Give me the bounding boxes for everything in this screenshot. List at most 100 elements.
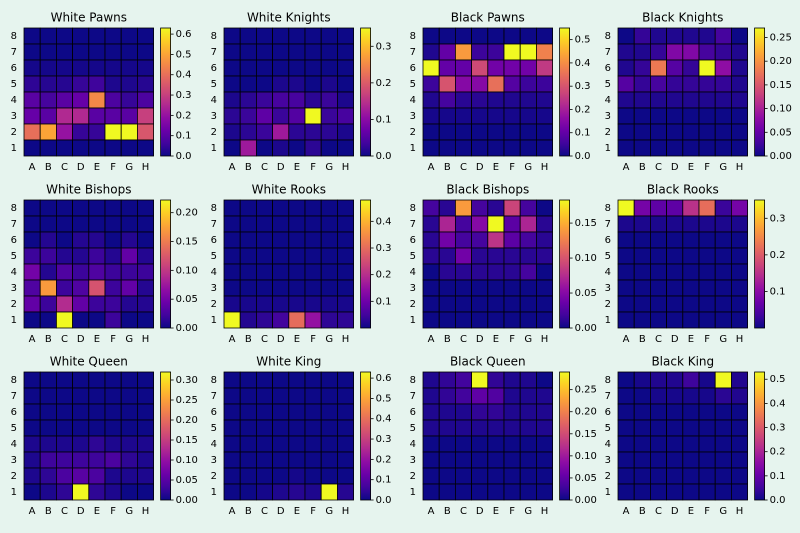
heatmap-cell bbox=[617, 483, 635, 501]
chart-title: Black Knights bbox=[642, 11, 723, 25]
heatmap-cell bbox=[714, 107, 732, 125]
heatmap-cell bbox=[72, 59, 90, 77]
heatmap-cell bbox=[617, 451, 635, 469]
colorbar-tick-label: 0.05 bbox=[575, 473, 597, 484]
y-tick-label: 6 bbox=[11, 63, 17, 74]
heatmap-cell bbox=[336, 435, 354, 453]
heatmap-cell bbox=[320, 247, 338, 265]
colorbar-tick-label: 0.00 bbox=[176, 495, 198, 506]
heatmap-cell bbox=[698, 247, 716, 265]
heatmap-cell bbox=[223, 139, 241, 157]
heatmap-cell bbox=[633, 199, 651, 217]
x-tick-label: C bbox=[261, 334, 268, 345]
y-tick-label: 1 bbox=[11, 315, 17, 326]
x-tick-label: D bbox=[277, 162, 285, 173]
y-tick-label: 5 bbox=[410, 423, 416, 434]
heatmap-cell bbox=[239, 75, 257, 93]
colorbar-tick-label: 0.15 bbox=[176, 237, 198, 248]
heatmap-cell bbox=[536, 247, 554, 265]
colorbar-tick-label: 0.05 bbox=[575, 288, 597, 299]
heatmap-cell bbox=[120, 139, 138, 157]
heatmap-cell bbox=[120, 467, 138, 485]
heatmap-cell bbox=[136, 75, 154, 93]
heatmap-cell bbox=[336, 247, 354, 265]
colorbar-tick-label: 0.6 bbox=[176, 29, 192, 40]
heatmap-cell bbox=[336, 403, 354, 421]
x-tick-label: F bbox=[310, 162, 316, 173]
x-tick-label: B bbox=[245, 506, 252, 517]
heatmap-cell bbox=[698, 371, 716, 389]
heatmap-cell bbox=[72, 139, 90, 157]
heatmap-cell bbox=[23, 311, 41, 329]
heatmap-cell bbox=[23, 263, 41, 281]
heatmap-cell bbox=[682, 27, 700, 45]
heatmap-cell bbox=[336, 107, 354, 125]
heatmap-cell bbox=[536, 311, 554, 329]
heatmap-cell bbox=[714, 27, 732, 45]
heatmap-cell bbox=[471, 387, 489, 405]
heatmap-cell bbox=[223, 451, 241, 469]
heatmap-cell bbox=[72, 435, 90, 453]
heatmap-cell bbox=[72, 311, 90, 329]
heatmap-cell bbox=[255, 451, 273, 469]
heatmap-cell bbox=[239, 371, 257, 389]
heatmap-cell bbox=[336, 371, 354, 389]
heatmap-cell bbox=[471, 371, 489, 389]
heatmap-cell bbox=[617, 295, 635, 313]
heatmap-cell bbox=[454, 123, 472, 141]
heatmap-cell bbox=[471, 215, 489, 233]
heatmap-cell bbox=[239, 59, 257, 77]
heatmap-cell bbox=[288, 435, 306, 453]
heatmap-cell bbox=[288, 215, 306, 233]
heatmap-cell bbox=[666, 419, 684, 437]
heatmap-cell bbox=[487, 279, 505, 297]
heatmap-cell bbox=[731, 91, 749, 109]
heatmap-cell bbox=[503, 107, 521, 125]
x-tick-label: H bbox=[342, 506, 350, 517]
heatmap-cell bbox=[731, 371, 749, 389]
x-tick-label: A bbox=[428, 334, 435, 345]
heatmap-cell bbox=[617, 59, 635, 77]
heatmap-cell bbox=[731, 123, 749, 141]
heatmap-cell bbox=[731, 311, 749, 329]
heatmap-cell bbox=[454, 279, 472, 297]
colorbar bbox=[160, 27, 172, 157]
colorbar-tick-label: 0.4 bbox=[575, 58, 591, 69]
heatmap-cell bbox=[104, 75, 122, 93]
y-tick-label: 6 bbox=[605, 63, 611, 74]
heatmap-cell bbox=[698, 107, 716, 125]
heatmap-cell bbox=[519, 231, 537, 249]
heatmap-cell bbox=[223, 43, 241, 61]
heatmap-cell bbox=[120, 247, 138, 265]
x-tick-label: B bbox=[45, 506, 52, 517]
heatmap-cell bbox=[23, 435, 41, 453]
heatmap-cell bbox=[454, 199, 472, 217]
heatmap-cell bbox=[698, 483, 716, 501]
heatmap-cell bbox=[487, 199, 505, 217]
heatmap-cell bbox=[617, 403, 635, 421]
heatmap-cell bbox=[272, 483, 290, 501]
heatmap-cell bbox=[731, 279, 749, 297]
heatmap-cell bbox=[503, 419, 521, 437]
colorbar-tick-label: 0.4 bbox=[176, 70, 192, 81]
heatmap-cell bbox=[503, 27, 521, 45]
heatmap-cell bbox=[223, 231, 241, 249]
heatmap-cell bbox=[223, 435, 241, 453]
heatmap-cell bbox=[422, 43, 440, 61]
heatmap-cell bbox=[272, 75, 290, 93]
heatmap-cell bbox=[519, 387, 537, 405]
heatmap-cell bbox=[39, 75, 57, 93]
colorbar-tick-label: 0.15 bbox=[770, 80, 792, 91]
y-tick-label: 3 bbox=[605, 455, 611, 466]
heatmap-cell bbox=[272, 59, 290, 77]
heatmap-cell bbox=[272, 27, 290, 45]
heatmap-cell bbox=[136, 27, 154, 45]
x-tick-label: F bbox=[110, 334, 116, 345]
heatmap-cell bbox=[239, 387, 257, 405]
heatmap-cell bbox=[422, 311, 440, 329]
heatmap-cell bbox=[454, 483, 472, 501]
heatmap-cell bbox=[304, 59, 322, 77]
colorbar-tick-label: 0.5 bbox=[376, 393, 392, 404]
heatmap-cell bbox=[666, 107, 684, 125]
heatmap-cell bbox=[650, 419, 668, 437]
